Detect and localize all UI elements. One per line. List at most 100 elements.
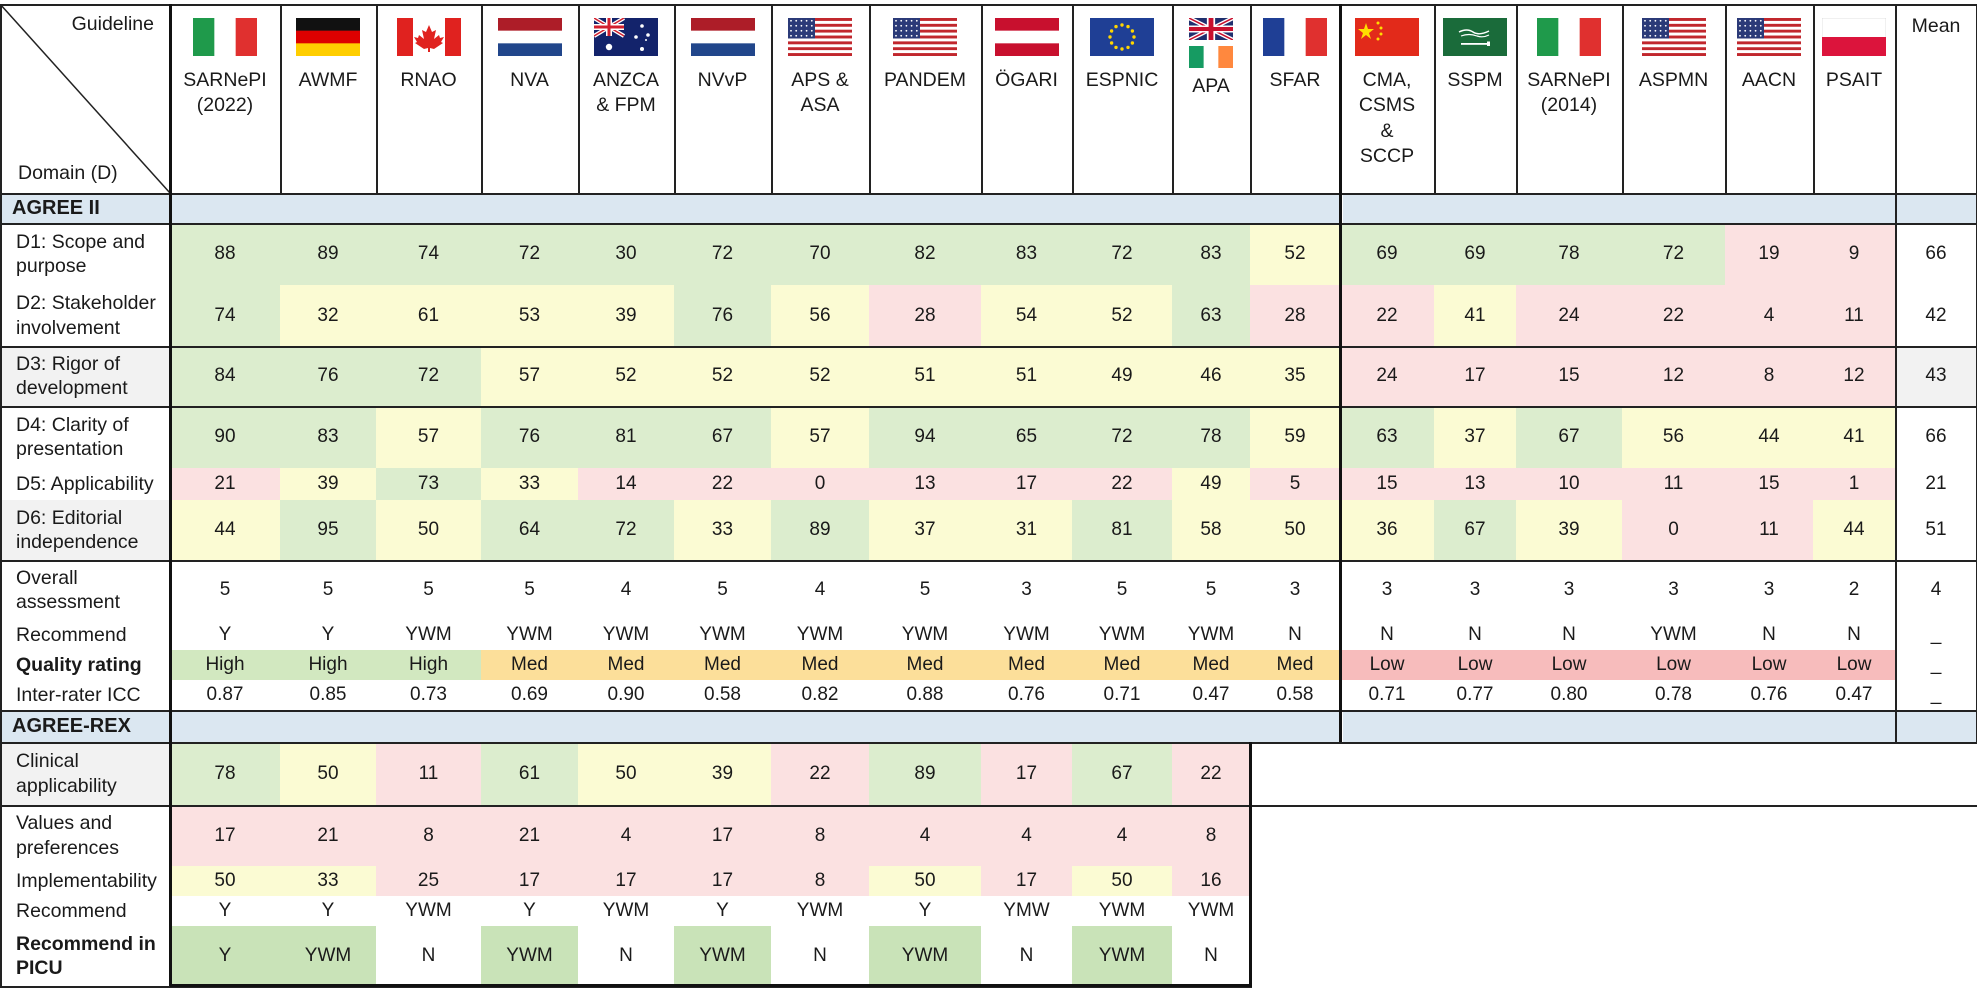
recommend-cell: N: [1562, 624, 1576, 646]
recommend-cell: N: [1288, 624, 1302, 646]
rex-recommend-label: Recommend: [16, 899, 127, 922]
flag-australia-icon: [594, 18, 658, 56]
rex-picu-cell: N: [619, 945, 633, 967]
score-cell: 84: [170, 346, 280, 406]
score-cell: 15: [1725, 468, 1813, 500]
score-cell: 24: [1340, 346, 1434, 406]
rex-score-cell: 61: [481, 742, 578, 805]
grid-line: [0, 406, 1977, 408]
guideline-header-15: SARNePI (2014): [1516, 4, 1622, 193]
grid-line: [0, 346, 1977, 348]
overall-cell: 5: [219, 579, 231, 601]
guideline-name: NVvP: [697, 69, 748, 91]
grid-line: [0, 4, 1977, 6]
overall-cell: 4: [620, 579, 632, 601]
recommend-cell: Y: [321, 624, 335, 646]
grid-line: [376, 4, 378, 193]
score-cell: 22: [674, 468, 771, 500]
score-cell: 81: [578, 406, 674, 468]
score-cell: 78: [1172, 406, 1250, 468]
rex-score-cell: 17: [674, 866, 771, 896]
quality-cell: Low: [1516, 650, 1622, 680]
grid-line: [981, 4, 983, 193]
quality-cell: Low: [1340, 650, 1434, 680]
rex-picu-label: Recommend in PICU: [16, 932, 156, 979]
score-cell: 81: [1072, 500, 1172, 560]
score-cell: 49: [1072, 346, 1172, 406]
rex-score-cell: 50: [1072, 866, 1172, 896]
rex-score-cell: 17: [981, 742, 1072, 805]
score-cell: 72: [376, 346, 481, 406]
rex-score-cell: 50: [280, 742, 376, 805]
icc-cell: 0.58: [704, 684, 741, 706]
mean-cell: 21: [1895, 468, 1977, 500]
rex-domain-label: Values and preferences: [0, 805, 170, 866]
section-band: [170, 710, 1340, 742]
flag-usa-icon: [788, 18, 852, 56]
recommend-cell: YWM: [506, 624, 553, 646]
section-agree-ii: AGREE II: [0, 193, 170, 223]
grid-line: [170, 984, 1252, 987]
flag-netherlands-icon: [690, 18, 755, 56]
recommend-cell: YWM: [699, 624, 746, 646]
recommend-cell: YWM: [405, 624, 452, 646]
score-cell: 30: [578, 223, 674, 285]
rex-picu-cell: N: [813, 945, 827, 967]
rex-score-cell: 25: [376, 866, 481, 896]
score-cell: 33: [674, 500, 771, 560]
score-cell: 5: [1250, 468, 1340, 500]
rex-score-cell: 33: [280, 866, 376, 896]
grid-line: [0, 223, 1977, 225]
icc-cell: 0.80: [1550, 684, 1588, 706]
score-cell: 72: [1622, 223, 1725, 285]
score-cell: 22: [1340, 285, 1434, 346]
score-cell: 76: [280, 346, 376, 406]
score-cell: 61: [376, 285, 481, 346]
rex-picu-cell: YWM: [481, 926, 578, 986]
overall-cell: 5: [524, 579, 535, 601]
icc-cell: 0.78: [1655, 684, 1692, 706]
guideline-header-13: CMA, CSMS & SCCP: [1340, 4, 1434, 193]
grid-line: [869, 4, 871, 193]
grid-line: [1813, 4, 1815, 193]
mean-cell: 51: [1895, 500, 1977, 560]
icc-cell: 0.47: [1835, 684, 1873, 706]
overall-cell: 2: [1848, 579, 1860, 601]
guideline-header-11: APA: [1172, 4, 1250, 193]
score-cell: 28: [869, 285, 981, 346]
recommend-cell: YWM: [602, 624, 650, 646]
overall-cell: 3: [1668, 579, 1679, 601]
rex-recommend-cell: Y: [321, 900, 335, 922]
rex-score-cell: 21: [280, 805, 376, 866]
score-cell: 13: [1434, 468, 1516, 500]
rex-domain-label: Implementability: [0, 866, 170, 896]
guideline-name: NVA: [510, 69, 549, 91]
overall-cell: 3: [1021, 579, 1032, 601]
icc-cell: 0.76: [1008, 684, 1045, 706]
score-cell: 1: [1813, 468, 1895, 500]
recommend-cell: YWM: [1003, 624, 1050, 646]
rex-recommend-cell: YWM: [1187, 900, 1235, 922]
recommend-cell: YWM: [1098, 624, 1146, 646]
flag-eu-icon: [1090, 18, 1154, 56]
flag-usa-icon: [893, 18, 957, 56]
rex-score-cell: 50: [869, 866, 981, 896]
score-cell: 11: [1725, 500, 1813, 560]
section-band: [1343, 710, 1977, 742]
guideline-name: PSAIT: [1825, 69, 1883, 91]
quality-cell: Med: [1250, 650, 1340, 680]
score-cell: 41: [1813, 406, 1895, 468]
score-cell: 10: [1516, 468, 1622, 500]
quality-cell: Med: [771, 650, 869, 680]
score-cell: 0: [1622, 500, 1725, 560]
score-cell: 90: [170, 406, 280, 468]
quality-label: Quality rating: [16, 653, 142, 676]
icc-cell: 0.82: [801, 684, 839, 706]
score-cell: 35: [1250, 346, 1340, 406]
recommend-cell: N: [1380, 624, 1394, 646]
score-cell: 15: [1516, 346, 1622, 406]
quality-cell: High: [280, 650, 376, 680]
quality-cell: Med: [981, 650, 1072, 680]
grid-line: [1249, 742, 1252, 986]
quality-cell: Med: [869, 650, 981, 680]
